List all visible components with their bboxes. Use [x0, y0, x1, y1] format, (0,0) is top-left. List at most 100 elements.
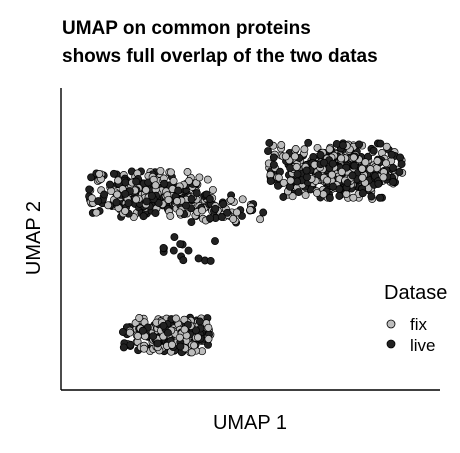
point-live — [191, 326, 200, 335]
point-fix — [183, 168, 192, 176]
point-fix — [358, 173, 367, 182]
point-live — [328, 159, 337, 168]
point-fix — [288, 192, 297, 201]
point-fix — [114, 176, 123, 185]
point-fix — [208, 185, 217, 194]
legend-marker-live — [386, 339, 396, 349]
point-live — [87, 173, 96, 182]
point-fix — [113, 190, 122, 199]
point-live — [211, 237, 219, 246]
point-live — [132, 177, 141, 186]
point-fix — [379, 173, 388, 182]
point-fix — [323, 176, 332, 185]
point-live — [374, 179, 383, 188]
point-fix — [358, 164, 367, 173]
point-live — [335, 192, 344, 200]
point-live — [163, 328, 172, 337]
point-live — [118, 328, 127, 336]
point-fix — [361, 158, 370, 167]
point-fix — [125, 328, 134, 337]
point-live — [358, 189, 367, 198]
point-live — [147, 191, 156, 200]
point-fix — [198, 206, 207, 215]
point-fix — [382, 142, 391, 151]
point-live — [293, 170, 302, 179]
point-live — [170, 233, 179, 242]
point-fix — [87, 194, 96, 203]
point-live — [339, 141, 347, 150]
point-live — [293, 177, 302, 186]
point-fix — [274, 173, 283, 182]
point-fix — [342, 190, 351, 198]
point-fix — [277, 141, 286, 149]
point-fix — [226, 196, 235, 204]
point-live — [121, 189, 130, 198]
point-fix — [327, 170, 336, 179]
point-fix — [313, 188, 321, 197]
point-fix — [292, 163, 301, 171]
point-live — [269, 160, 278, 169]
point-live — [206, 214, 215, 223]
point-live — [124, 199, 133, 208]
point-live — [217, 213, 226, 221]
point-fix — [195, 173, 204, 182]
point-live — [389, 163, 397, 172]
point-live — [397, 160, 406, 169]
point-fix — [156, 166, 165, 175]
point-live — [395, 167, 404, 176]
point-fix — [291, 145, 300, 153]
point-live — [138, 326, 147, 335]
point-fix — [104, 201, 113, 210]
point-live — [109, 169, 118, 178]
point-live — [100, 190, 109, 199]
point-fix — [172, 314, 180, 323]
point-fix — [229, 214, 238, 223]
chart-title-line-2: shows full overlap of the two datas — [62, 46, 378, 67]
scatter-points — [85, 138, 407, 357]
point-live — [350, 161, 359, 170]
point-fix — [203, 175, 212, 184]
point-fix — [204, 335, 213, 343]
point-live — [286, 163, 295, 172]
point-live — [367, 192, 376, 201]
legend-title: Datase — [384, 282, 447, 304]
point-live — [119, 343, 128, 352]
point-fix — [95, 170, 104, 178]
point-fix — [166, 168, 175, 177]
point-live — [153, 339, 162, 348]
point-fix — [166, 212, 175, 220]
point-fix — [300, 145, 309, 154]
point-live — [302, 166, 311, 175]
y-axis-label: UMAP 2 — [23, 201, 45, 275]
point-fix — [325, 145, 334, 154]
point-live — [182, 201, 191, 210]
point-live — [211, 204, 220, 213]
point-live — [316, 151, 325, 159]
point-live — [184, 246, 193, 255]
point-live — [121, 178, 130, 187]
point-live — [194, 254, 203, 263]
point-live — [159, 243, 168, 252]
point-live — [325, 194, 334, 202]
point-fix — [193, 333, 202, 342]
point-fix — [175, 333, 184, 342]
point-fix — [238, 195, 247, 204]
point-live — [304, 138, 313, 147]
legend: Datase fix live — [384, 282, 447, 355]
point-fix — [290, 152, 299, 161]
point-fix — [190, 341, 199, 350]
point-live — [376, 139, 385, 148]
point-fix — [319, 190, 328, 199]
point-fix — [168, 340, 176, 349]
point-fix — [286, 176, 295, 185]
point-live — [187, 218, 196, 227]
point-fix — [256, 215, 265, 224]
point-live — [192, 189, 201, 198]
point-live — [269, 153, 278, 162]
point-live — [179, 256, 188, 265]
point-live — [206, 256, 215, 265]
point-fix — [169, 177, 178, 185]
point-fix — [373, 157, 382, 165]
point-live — [223, 208, 232, 217]
point-live — [126, 340, 135, 349]
